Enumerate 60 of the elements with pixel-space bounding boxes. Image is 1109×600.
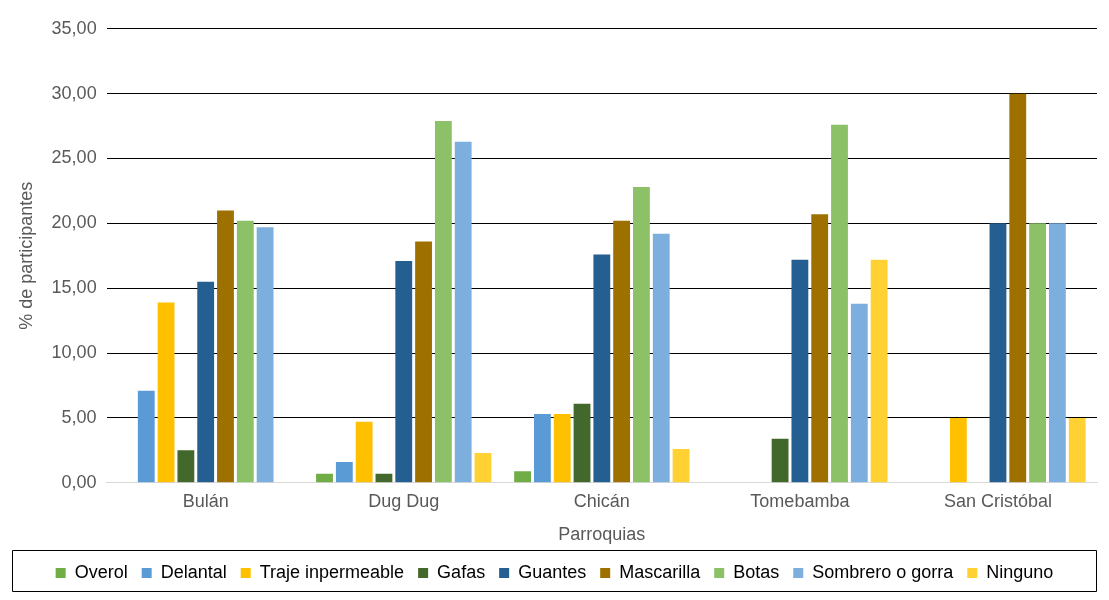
bar xyxy=(137,390,155,483)
legend-label: Botas xyxy=(733,561,780,582)
bar xyxy=(633,187,650,483)
legend-label: Delantal xyxy=(160,561,227,582)
bar xyxy=(831,124,848,483)
bar xyxy=(791,259,809,483)
bar xyxy=(197,281,215,483)
bar xyxy=(514,471,532,483)
legend-label: Overol xyxy=(74,561,128,582)
bar xyxy=(454,141,472,483)
bar xyxy=(415,241,432,483)
y-tick-label: 10,00 xyxy=(51,342,97,363)
bar xyxy=(613,220,631,483)
y-tick-label: 20,00 xyxy=(51,212,97,233)
x-tick-label: Dug Dug xyxy=(368,490,440,511)
bar xyxy=(1068,417,1086,483)
bar xyxy=(335,462,353,483)
x-axis-title: Parroquias xyxy=(558,524,646,545)
bar xyxy=(870,259,888,483)
bar xyxy=(355,421,373,483)
y-tick-label: 30,00 xyxy=(51,82,97,103)
bar xyxy=(434,120,452,483)
y-tick-label: 0,00 xyxy=(61,471,97,492)
x-tick-label: San Cristóbal xyxy=(943,490,1052,511)
legend-label: Gafas xyxy=(437,561,486,582)
legend-label: Mascarilla xyxy=(619,561,702,582)
x-tick-label: Bulán xyxy=(182,490,229,511)
bar xyxy=(236,220,254,483)
y-tick-label: 35,00 xyxy=(51,17,97,38)
bar xyxy=(177,450,195,483)
bar xyxy=(811,214,829,483)
bar xyxy=(989,223,1007,483)
legend-label: Traje inpermeable xyxy=(259,561,405,582)
y-tick-label: 5,00 xyxy=(61,406,97,427)
bar xyxy=(1009,93,1027,483)
y-axis-title: % de participantes xyxy=(15,181,36,330)
bar xyxy=(533,414,551,483)
bar xyxy=(157,302,175,483)
bar xyxy=(652,233,670,483)
bar xyxy=(771,438,789,483)
y-tick-label: 15,00 xyxy=(51,277,97,298)
x-tick-label: Tomebamba xyxy=(750,490,851,511)
y-tick-label: 25,00 xyxy=(51,147,97,168)
bar xyxy=(949,417,967,483)
bar xyxy=(474,452,492,483)
bar xyxy=(573,403,591,483)
bar xyxy=(672,449,690,483)
bar xyxy=(593,254,611,483)
bar xyxy=(1029,223,1046,483)
bar xyxy=(256,227,274,483)
legend-label: Guantes xyxy=(518,561,587,582)
legend-label: Sombrero o gorra xyxy=(812,561,955,582)
bar xyxy=(316,473,333,483)
bar xyxy=(553,414,571,483)
x-tick-label: Chicán xyxy=(573,490,630,511)
bar xyxy=(1048,223,1066,483)
bar xyxy=(217,210,234,483)
legend-label: Ninguno xyxy=(986,561,1054,582)
bar xyxy=(395,260,413,483)
bar xyxy=(850,303,868,483)
